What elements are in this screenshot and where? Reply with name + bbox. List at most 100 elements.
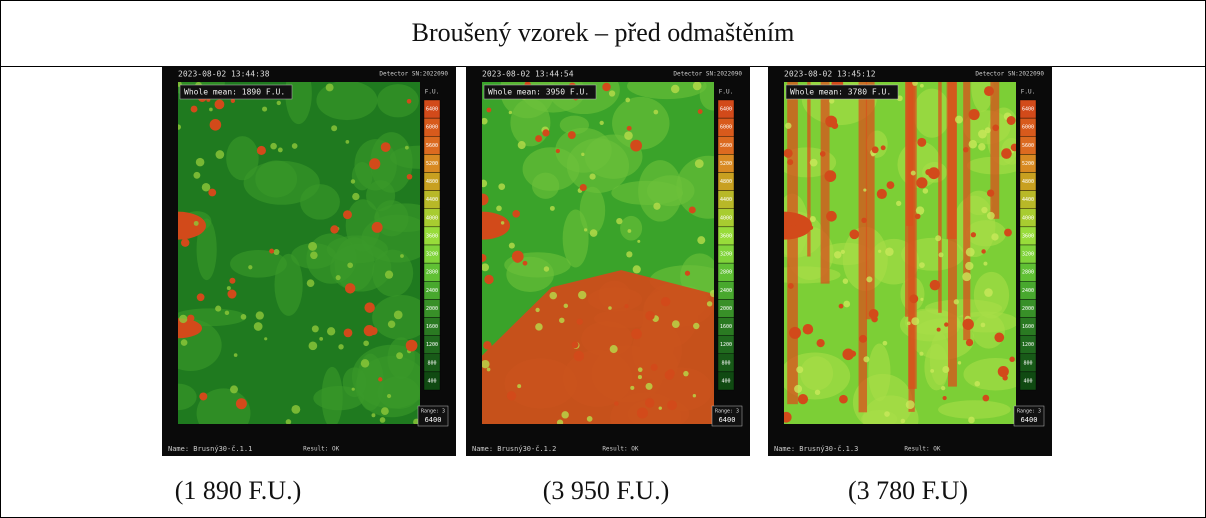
heatmap-spot <box>384 270 394 279</box>
heatmap-hotspot <box>378 377 383 382</box>
heatmap-hotspot <box>826 210 837 222</box>
heatmap-hotspot <box>187 314 195 322</box>
heatmap-spot <box>878 249 882 253</box>
heatmap-hotspot <box>369 158 381 170</box>
heatmap-spot <box>840 249 845 254</box>
heatmap-spot <box>809 216 816 222</box>
heatmap-hotspot <box>994 332 1005 343</box>
heatmap-hotspot <box>997 365 1009 378</box>
heatmap-spot <box>561 411 569 419</box>
heatmap-spot <box>922 188 929 194</box>
heatmap-spot <box>276 100 281 106</box>
heatmap-patch <box>584 134 643 179</box>
range-box <box>711 405 743 427</box>
scale-label: 5600 <box>426 143 438 149</box>
scale-label: 3600 <box>426 233 438 239</box>
heatmap-spot <box>935 235 942 242</box>
heatmap-patch <box>699 82 714 111</box>
heatmap-patch <box>300 184 340 220</box>
heatmap-spot <box>658 406 662 410</box>
heatmap-spot <box>209 107 213 112</box>
heatmap-spot <box>230 385 238 394</box>
heatmap-hotspot <box>849 229 860 240</box>
heatmap-spot <box>692 82 702 91</box>
heatmap-spot <box>919 83 924 88</box>
scale-label: 2400 <box>1022 288 1034 294</box>
heatmap-spot <box>352 192 360 201</box>
heatmap-spot <box>599 120 604 126</box>
heatmap-hotspot <box>631 328 642 340</box>
heatmap-spot <box>498 183 506 191</box>
heatmap-hotspot <box>868 308 879 319</box>
heatmap-spot <box>974 380 981 387</box>
heatmap-patch <box>562 209 589 268</box>
heatmap-spot <box>863 356 870 363</box>
heatmap-spot <box>637 239 641 243</box>
heatmap-spot <box>912 82 918 86</box>
heatmap-spot <box>380 407 389 416</box>
heatmap-hotspot <box>982 394 990 402</box>
heatmap-hotspot <box>842 348 855 361</box>
heatmap-spot <box>325 83 334 92</box>
scale-label: 4800 <box>720 179 732 185</box>
heatmap-streak <box>990 82 1000 219</box>
scale-label: 1200 <box>426 342 438 348</box>
heatmap-spot <box>559 317 565 324</box>
heatmap-hotspot <box>1006 116 1016 125</box>
heatmap-patch <box>913 88 951 138</box>
heatmap-hotspot <box>789 326 802 339</box>
heatmap-patch <box>196 388 251 424</box>
heatmap-spot <box>517 384 522 389</box>
heatmap-spot <box>311 325 319 333</box>
heatmap-patch <box>321 366 343 424</box>
range-value: 6400 <box>719 416 736 424</box>
heatmap-hotspot <box>684 270 691 276</box>
heatmap-spot <box>578 290 587 300</box>
scale-label: 2000 <box>426 306 438 312</box>
scale-label: 800 <box>1023 360 1032 366</box>
scale-label: 2800 <box>426 270 438 276</box>
scale-label: 5600 <box>1022 143 1034 149</box>
heatmap-spot <box>195 157 205 167</box>
heatmap-spot <box>310 251 318 260</box>
heatmap <box>178 82 420 424</box>
scale-label: 2800 <box>720 270 732 276</box>
heatmap-hotspot <box>861 217 867 223</box>
heatmap-hotspot <box>838 303 844 309</box>
heatmap-spot <box>277 147 283 153</box>
scale-label: 3600 <box>720 233 732 239</box>
heatmap-hotspot <box>196 293 205 302</box>
heatmap-hotspot <box>784 411 792 423</box>
heatmap-spot <box>180 339 188 346</box>
scale-label: 400 <box>1023 378 1032 384</box>
heatmap-patch <box>178 383 197 411</box>
scale-label: 400 <box>427 378 436 384</box>
heatmap-spot <box>549 205 555 211</box>
heatmap-hotspot <box>573 350 585 362</box>
heatmap-spot <box>608 90 616 97</box>
heatmap-spot <box>911 317 920 326</box>
heatmap-spot <box>482 117 488 125</box>
heatmap-spot <box>255 311 264 320</box>
heatmap-hotspot <box>927 167 940 180</box>
heatmap-spot <box>968 416 975 424</box>
range-box <box>1013 405 1045 427</box>
heatmap-spot <box>338 344 344 350</box>
scale-label: 5200 <box>720 161 732 167</box>
heatmap-spot <box>905 400 915 410</box>
scale-label: 3600 <box>1022 233 1034 239</box>
heatmap-spot <box>486 367 491 372</box>
whole-mean: Whole mean: 3950 F.U. <box>488 88 589 97</box>
heatmap-spot <box>968 140 978 149</box>
heatmap-spot <box>984 288 993 297</box>
heatmap-spot <box>919 262 925 268</box>
heatmap-patch <box>627 82 707 100</box>
sample-name: Name: Brusný30-č.1.2 <box>472 445 556 453</box>
heatmap-spot <box>863 188 867 192</box>
heatmap-hotspot <box>214 99 225 110</box>
heatmap-spot <box>482 263 489 272</box>
scale-label: 6000 <box>1022 125 1034 131</box>
heatmap-spot <box>983 261 988 266</box>
heatmap-spot <box>224 310 230 316</box>
heatmap-spot <box>496 205 502 212</box>
